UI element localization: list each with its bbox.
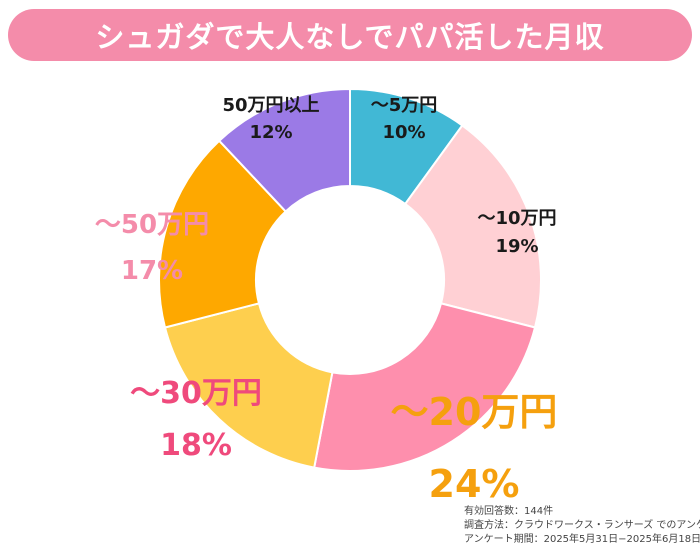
respondent-count: 有効回答数：144件 <box>464 506 554 517</box>
slice-label-20man: 〜20万円 24% <box>365 376 583 520</box>
donut-slice-4 <box>163 302 334 469</box>
slice-percent: 12% <box>249 122 293 143</box>
slice-label-text: 〜20万円 <box>390 390 558 434</box>
survey-period: アンケート期間：2025年5月31日−2025年6月18日 <box>464 534 700 545</box>
slice-percent: 17% <box>120 256 184 286</box>
donut-slice-2 <box>403 124 542 329</box>
slice-label-text: 〜30万円 <box>130 376 262 411</box>
slice-label-text: 〜5万円 <box>370 95 438 116</box>
slice-label-50man: 〜50万円 17% <box>76 202 228 294</box>
donut-slice-6 <box>217 87 351 213</box>
donut-slice-3 <box>313 302 537 472</box>
slice-label-text: 〜50万円 <box>94 210 210 240</box>
slice-label-text: 〜10万円 <box>477 208 557 229</box>
survey-notes: 有効回答数：144件 調査方法：クラウドワークス・ランサーズ でのアンケート ア… <box>464 505 700 547</box>
slice-label-30man: 〜30万円 18% <box>108 368 284 472</box>
title-banner: シュガダで大人なしでパパ活した月収 <box>8 9 692 61</box>
donut-slice-5 <box>158 139 288 329</box>
slice-label-over-50man: 50万円以上 12% <box>208 92 334 146</box>
slice-percent: 19% <box>495 236 539 257</box>
chart-title: シュガダで大人なしでパパ活した月収 <box>95 20 605 54</box>
slice-label-5man: 〜5万円 10% <box>356 92 452 146</box>
slice-label-10man: 〜10万円 19% <box>462 205 572 261</box>
slice-percent: 18% <box>160 428 232 463</box>
survey-method: 調査方法：クラウドワークス・ランサーズ でのアンケート <box>464 520 700 531</box>
slice-label-text: 50万円以上 <box>222 95 320 116</box>
slice-percent: 10% <box>382 122 426 143</box>
slice-percent: 24% <box>428 462 520 506</box>
